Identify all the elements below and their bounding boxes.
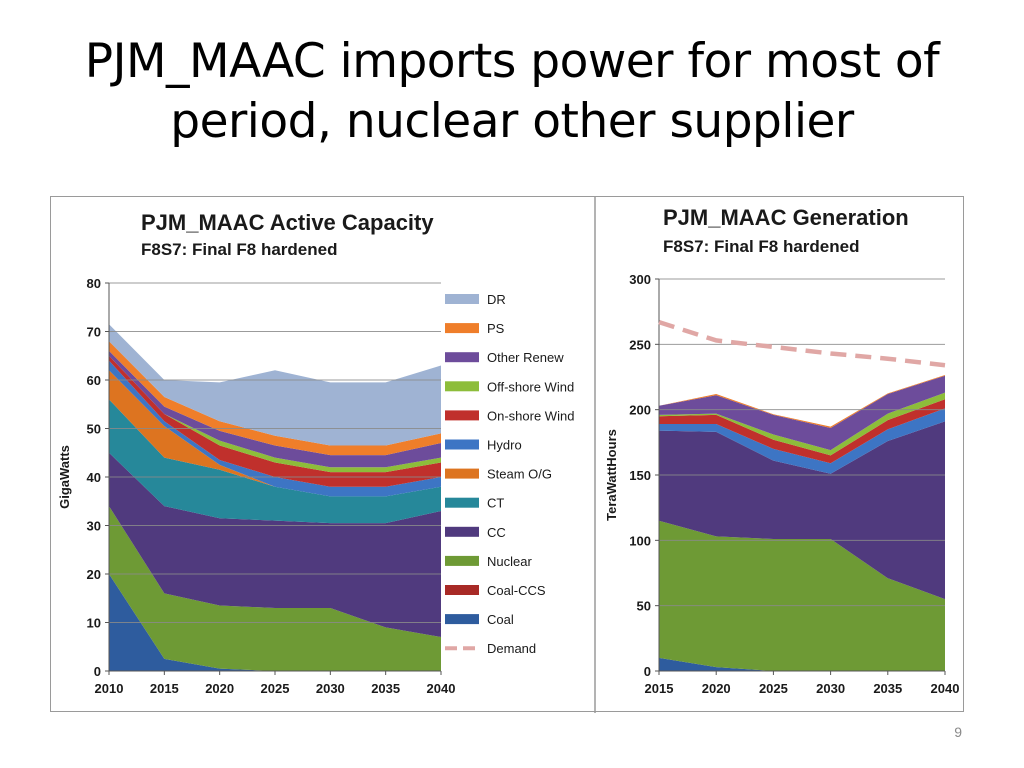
chart2-x-tick-label: 2030 xyxy=(816,681,845,696)
chart1-legend-label-hydro: Hydro xyxy=(487,438,522,453)
chart1-x-tick-label: 2015 xyxy=(150,681,179,696)
chart1-y-tick-label: 60 xyxy=(87,373,101,388)
chart1-legend-label-demand: Demand xyxy=(487,641,536,656)
chart1-legend-label-on-shore-wind: On-shore Wind xyxy=(487,408,574,423)
chart2-y-tick-label: 50 xyxy=(637,599,651,614)
chart1-legend-label-ps: PS xyxy=(487,321,505,336)
chart2-area-on-shore-wind xyxy=(659,399,945,464)
chart1-legend-swatch-coal xyxy=(445,614,479,625)
chart1-x-tick-label: 2020 xyxy=(205,681,234,696)
chart1-area-other-renew xyxy=(109,350,441,468)
chart1-area-cc xyxy=(109,452,441,638)
chart1-y-tick-label: 40 xyxy=(87,470,101,485)
chart2-y-tick-label: 200 xyxy=(629,403,651,418)
chart2-y-tick-label: 150 xyxy=(629,468,651,483)
chart1-legend-label-dr: DR xyxy=(487,292,506,307)
chart1-legend-swatch-dr xyxy=(445,294,479,304)
slide-number: 9 xyxy=(954,724,962,740)
chart1-y-tick-label: 70 xyxy=(87,325,101,340)
chart1-title: PJM_MAAC Active Capacity xyxy=(141,210,434,235)
chart1-legend-label-ct: CT xyxy=(487,496,504,511)
chart1-y-tick-label: 20 xyxy=(87,567,101,582)
chart1-area-nuclear xyxy=(109,506,441,671)
chart1-legend-swatch-nuclear xyxy=(445,555,479,566)
chart2-title: PJM_MAAC Generation xyxy=(663,205,909,230)
chart1-legend-swatch-other-renew xyxy=(445,352,479,363)
chart1-legend-label-cc: CC xyxy=(487,525,506,540)
chart2-area-off-shore-wind xyxy=(659,392,945,456)
chart1-legend-swatch-ct xyxy=(445,497,479,508)
chart1-legend-swatch-cc xyxy=(445,526,479,537)
chart1-x-tick-label: 2025 xyxy=(261,681,290,696)
chart1-area-on-shore-wind xyxy=(109,355,441,487)
chart2-y-axis-label: TeraWattHours xyxy=(604,429,619,521)
chart2-demand-line xyxy=(658,319,946,368)
chart1-area-ct xyxy=(109,399,441,524)
chart2-area-nuclear xyxy=(659,520,945,671)
chart1-legend-label-coal: Coal xyxy=(487,612,514,627)
chart2-x-tick-label: 2025 xyxy=(759,681,788,696)
chart1-legend-label-steam-o-g: Steam O/G xyxy=(487,467,552,482)
chart1-legend-label-other-renew: Other Renew xyxy=(487,350,564,365)
chart1-legend-label-coal-ccs: Coal-CCS xyxy=(487,583,546,598)
chart-frame: PJM_MAAC Active Capacity F8S7: Final F8 h… xyxy=(50,196,964,713)
chart1-y-tick-label: 30 xyxy=(87,519,101,534)
chart2-area-cc xyxy=(659,421,945,600)
chart1-legend-swatch-ps xyxy=(445,323,479,334)
chart1-legend-swatch-hydro xyxy=(445,439,479,450)
chart1-legend-swatch-on-shore-wind xyxy=(445,410,479,421)
chart2-x-tick-label: 2020 xyxy=(702,681,731,696)
chart1-y-tick-label: 0 xyxy=(94,664,101,679)
chart1-area-dr xyxy=(109,324,441,446)
chart1-y-axis-label: GigaWatts xyxy=(57,445,72,509)
chart2-x-tick-label: 2015 xyxy=(645,681,674,696)
chart2-subtitle: F8S7: Final F8 hardened xyxy=(663,237,860,256)
chart1-legend-swatch-steam-o-g xyxy=(445,468,479,479)
chart2-area-hydro xyxy=(659,408,945,474)
chart1-x-tick-label: 2010 xyxy=(95,681,124,696)
chart1-legend-swatch-coal-ccs xyxy=(445,585,479,595)
chart1-legend-swatch-off-shore-wind xyxy=(445,381,479,392)
chart2-x-tick-label: 2035 xyxy=(873,681,902,696)
chart1-x-tick-label: 2040 xyxy=(427,681,456,696)
chart2-y-tick-label: 300 xyxy=(629,272,651,287)
chart2-area-coal xyxy=(659,657,945,671)
chart2-y-tick-label: 0 xyxy=(644,664,651,679)
chart1-subtitle: F8S7: Final F8 hardened xyxy=(141,240,338,259)
chart2-y-tick-label: 250 xyxy=(629,337,651,352)
chart2-x-tick-label: 2040 xyxy=(931,681,960,696)
chart1-x-tick-label: 2035 xyxy=(371,681,400,696)
slide-title: PJM_MAAC imports power for most of perio… xyxy=(84,34,940,149)
chart1-legend-label-nuclear: Nuclear xyxy=(487,554,532,569)
chart2-y-tick-label: 100 xyxy=(629,533,651,548)
chart2-area-other-renew xyxy=(659,375,945,451)
chart1-y-tick-label: 80 xyxy=(87,276,101,291)
chart1-y-tick-label: 10 xyxy=(87,616,101,631)
chart1-legend-label-off-shore-wind: Off-shore Wind xyxy=(487,379,574,394)
chart1-area-coal xyxy=(109,574,441,671)
chart1-y-tick-label: 50 xyxy=(87,422,101,437)
chart1-area-ps xyxy=(109,341,441,456)
chart1-x-tick-label: 2030 xyxy=(316,681,345,696)
charts-svg: PJM_MAAC Active Capacity F8S7: Final F8 h… xyxy=(57,197,960,713)
